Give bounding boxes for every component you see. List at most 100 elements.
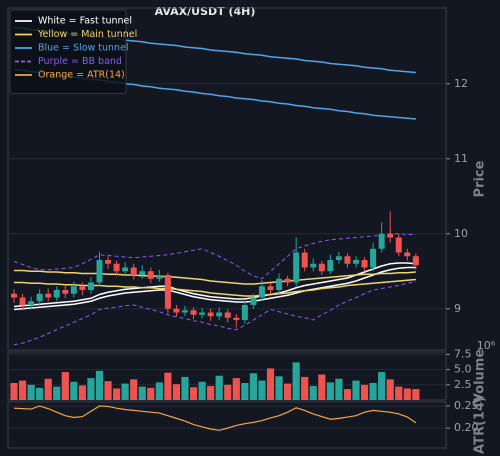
volume-bar [215,375,223,400]
legend: White = Fast tunnel Yellow = Main tunnel B… [9,9,137,94]
volume-bar [172,384,181,400]
y-tick-label: 12 [454,77,468,90]
candle-body [353,260,359,264]
volume-bar [18,380,27,400]
panel-frame [7,401,447,449]
volume-bar [121,383,129,400]
candle-body [105,260,112,264]
legend-label: Blue = Slow tunnel [38,43,129,54]
volume-bar [189,387,198,400]
volume-bar [155,382,163,400]
candle-body [190,310,197,315]
line [14,269,416,285]
legend-label: Purple = BB band [38,56,122,67]
candle-body [301,252,308,268]
legend-box [9,9,127,94]
volume-bar [53,386,61,400]
volume-bar [292,362,300,400]
candle-body [344,256,351,264]
y-tick-label: 10 [454,227,468,240]
volume-bar [284,383,292,400]
legend-label: Orange = ATR(14) [38,70,125,81]
candle-body [113,263,120,272]
volume-bar [360,384,369,400]
volume-bar [95,370,104,400]
candle-body [11,293,17,298]
volume-bar [249,373,257,400]
candle-body [395,237,402,253]
candle-body [130,267,137,275]
candle-body [276,278,283,290]
volume-bar [335,378,343,400]
volume-bar [78,385,86,400]
candle-body [318,263,325,272]
candle-body [361,260,368,268]
y-tick-label: 9 [454,302,461,315]
volume-bar [44,378,52,400]
candle-body [164,275,171,309]
volume-bar [138,386,146,400]
candle-body [147,271,154,279]
y-tick-label: 2.5 [454,378,472,391]
candle-body [28,301,35,305]
volume-bar [258,380,266,400]
candle-body [36,293,43,302]
volume-bar [104,381,112,400]
candle-body [62,290,69,294]
candle-body [241,305,248,320]
candle-body [70,286,77,294]
y-axis-label: ATR(14) [473,396,488,454]
volume-bar [147,387,155,400]
candle-body [378,233,385,249]
candle-body [19,297,26,305]
candle-body [387,233,394,238]
volume-bar [309,386,317,400]
candle-body [87,282,94,290]
candle-body [182,310,188,313]
candle-body [310,263,317,268]
line [13,281,416,346]
y-tick-label: 7.5 [454,347,472,360]
candle-body [199,312,206,315]
candle-body [284,278,291,283]
volume-bar [87,378,95,400]
volume-bar [61,372,69,400]
candle-body [53,290,60,298]
volume-bar [343,389,352,400]
legend-label: Yellow = Main tunnel [37,29,137,40]
candle-body [79,286,86,290]
volume-bar [70,381,78,400]
candle-body [224,312,231,318]
y-axis-label: Volume [473,349,488,404]
offset-text: 10⁶ [477,339,496,352]
candle-body [250,297,257,305]
candle-body [96,260,103,283]
volume-bar [352,380,360,400]
y-tick-label: 0.20 [454,421,479,434]
volume-bar [130,379,138,400]
volume-bar [412,389,420,400]
panel-frame [7,7,447,351]
volume-bar [378,372,386,400]
y-axis-label: Price [473,160,488,197]
volume-bar [198,381,206,400]
candle-body [267,286,274,290]
volume-bar [36,387,44,400]
volume-bar [164,372,172,400]
candle-body [216,312,223,317]
line [13,405,417,431]
line [13,233,416,280]
volume-bar [318,374,326,400]
candle-body [122,267,129,272]
volume-bar [369,382,377,400]
candle-body [258,286,265,298]
volume-bar [395,386,403,400]
volume-bar [224,384,232,400]
volume-bar [301,376,309,400]
candle-body [404,252,411,257]
volume-bar [326,382,334,400]
y-tick-label: 0.25 [454,399,479,412]
volume-bar [181,376,189,400]
